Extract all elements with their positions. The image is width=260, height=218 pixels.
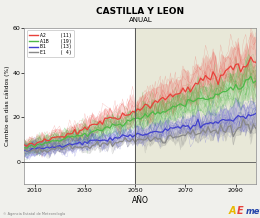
Text: A: A — [229, 206, 236, 216]
Text: © Agencia Estatal de Meteorología: © Agencia Estatal de Meteorología — [3, 212, 65, 216]
Text: ANUAL: ANUAL — [128, 17, 152, 24]
Y-axis label: Cambio en días cálidos (%): Cambio en días cálidos (%) — [4, 66, 10, 146]
Legend: A2     (11), A1B    (19), B1     (13), E1     ( 4): A2 (11), A1B (19), B1 (13), E1 ( 4) — [27, 30, 74, 58]
Text: met: met — [246, 207, 260, 216]
Text: E: E — [237, 206, 243, 216]
X-axis label: AÑO: AÑO — [132, 196, 149, 205]
Bar — [135, 28, 260, 184]
Text: CASTILLA Y LEON: CASTILLA Y LEON — [96, 7, 184, 15]
